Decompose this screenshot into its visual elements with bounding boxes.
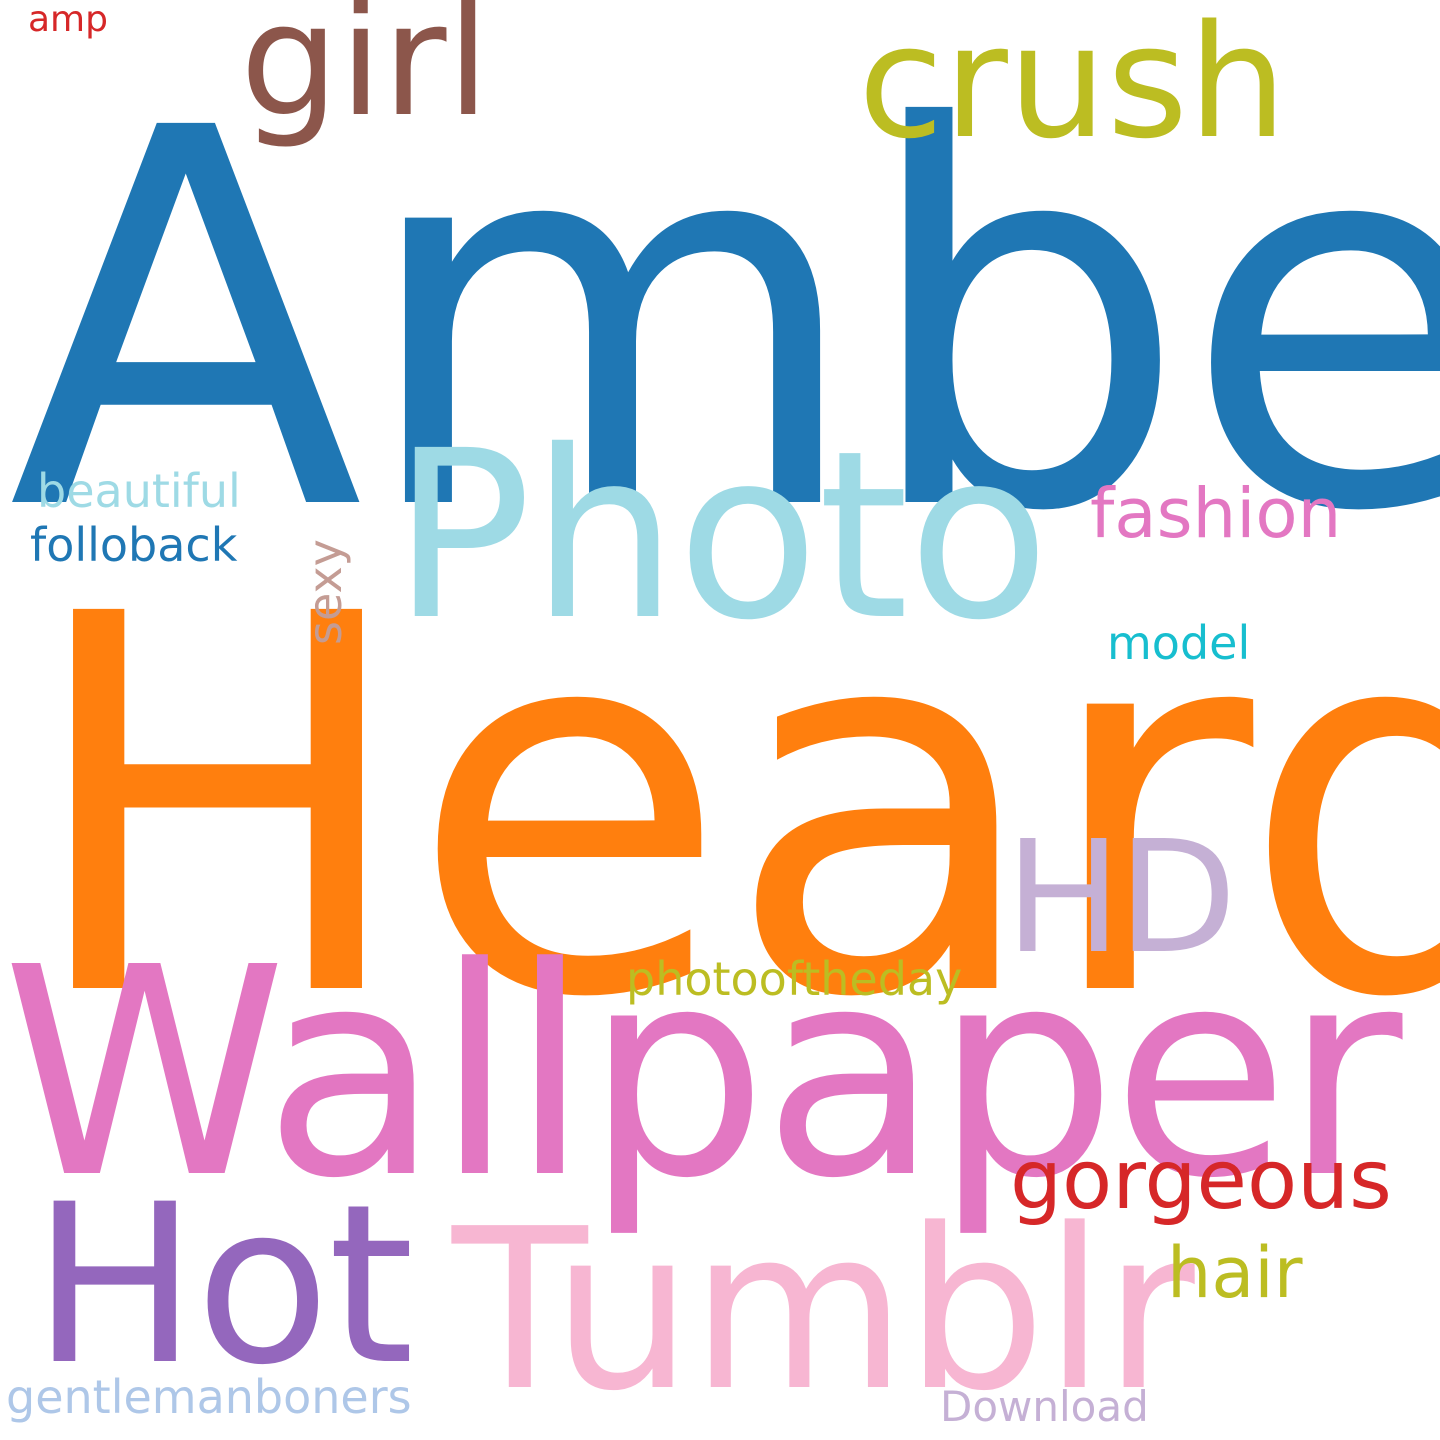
word-photo: Photo <box>392 401 1050 671</box>
word-photooftheday: photooftheday <box>626 952 963 1006</box>
word-sexy: sexy <box>298 539 352 645</box>
word-fashion: fashion <box>1090 474 1342 554</box>
word-crush: crush <box>858 0 1287 173</box>
word-hd: HD <box>1005 807 1237 988</box>
word-gorgeous: gorgeous <box>1010 1133 1392 1228</box>
word-download: Download <box>940 1382 1149 1431</box>
word-amp: amp <box>28 0 108 40</box>
word-hot: Hot <box>32 1157 414 1413</box>
word-girl: girl <box>240 0 490 151</box>
word-tumblr: Tumblr <box>452 1182 1195 1440</box>
word-wallpaper: Wallpaper <box>2 906 1403 1241</box>
word-gentlemanboners: gentlemanboners <box>6 1370 412 1424</box>
word-beautiful: beautiful <box>37 464 241 518</box>
word-heard: Heard <box>22 505 1440 1111</box>
word-hair: hair <box>1167 1232 1303 1314</box>
word-folloback: folloback <box>30 518 238 572</box>
word-amber: Amber <box>8 19 1440 625</box>
word-model: model <box>1107 616 1251 670</box>
